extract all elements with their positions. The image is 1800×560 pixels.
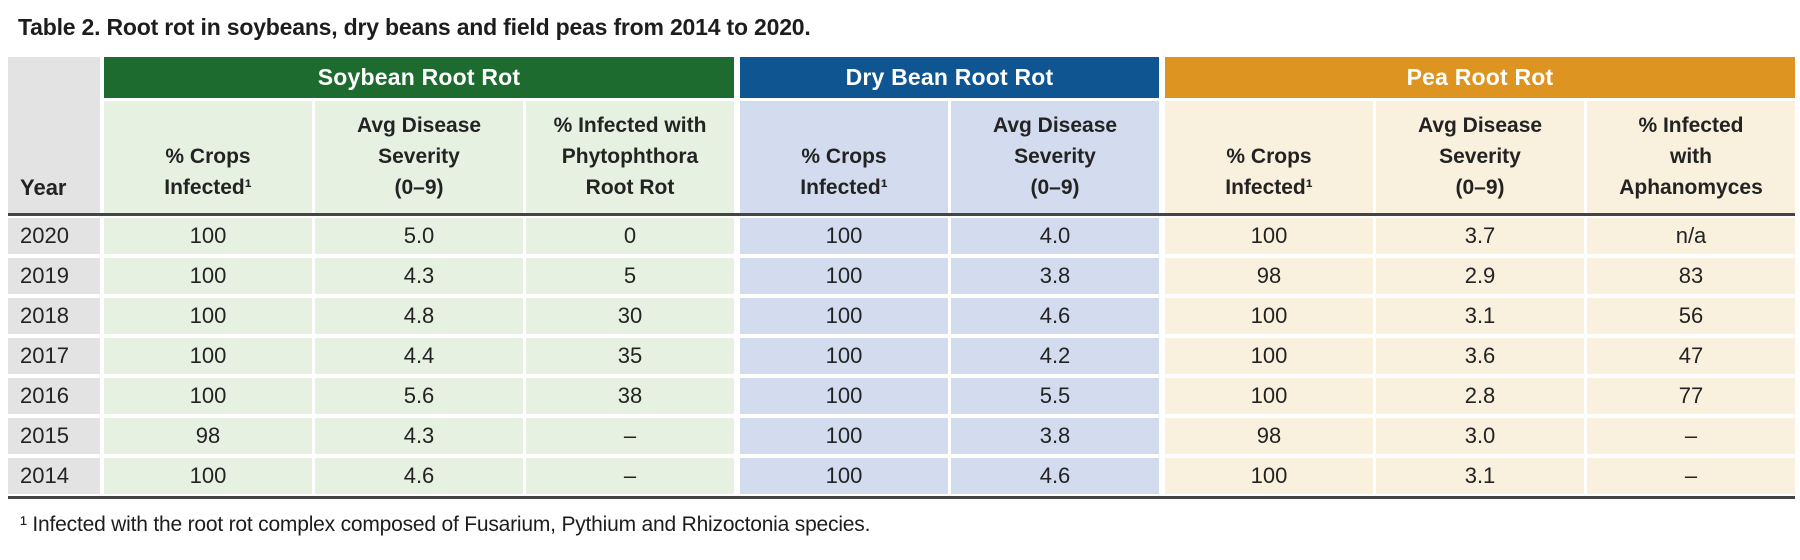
data-cell: 3.6	[1376, 338, 1584, 374]
data-cell: 100	[104, 298, 312, 334]
year-column-header: Year	[8, 57, 100, 213]
data-cell: –	[526, 418, 734, 454]
data-cell: 100	[1165, 458, 1373, 494]
data-cell: 2.9	[1376, 258, 1584, 294]
data-cell: 4.6	[951, 298, 1159, 334]
data-cell: 100	[740, 458, 948, 494]
column-header-pea-aphanomyces: % Infected with Aphanomyces	[1587, 101, 1795, 213]
table-row: 2018 100 4.8 30 100 4.6 100 3.1 56	[8, 298, 1795, 334]
table-row: 2017 100 4.4 35 100 4.2 100 3.6 47	[8, 338, 1795, 374]
data-cell: –	[1587, 418, 1795, 454]
data-cell: 100	[740, 418, 948, 454]
data-cell: 0	[526, 218, 734, 254]
column-header-drybean-severity: Avg Disease Severity (0–9)	[951, 101, 1159, 213]
table-row: 2015 98 4.3 – 100 3.8 98 3.0 –	[8, 418, 1795, 454]
data-cell: 100	[104, 378, 312, 414]
data-cell: 98	[1165, 258, 1373, 294]
table-row: 2016 100 5.6 38 100 5.5 100 2.8 77	[8, 378, 1795, 414]
data-cell: 3.7	[1376, 218, 1584, 254]
table-title: Table 2. Root rot in soybeans, dry beans…	[18, 14, 811, 40]
year-cell: 2020	[8, 218, 100, 254]
group-header-pea-root-rot: Pea Root Rot	[1165, 57, 1795, 98]
group-header-row: Soybean Root Rot Dry Bean Root Rot Pea R…	[104, 57, 1795, 98]
year-cell: 2017	[8, 338, 100, 374]
data-cell: 100	[740, 338, 948, 374]
year-cell: 2018	[8, 298, 100, 334]
data-cell: 3.1	[1376, 458, 1584, 494]
data-cell: 5.5	[951, 378, 1159, 414]
data-cell: 98	[104, 418, 312, 454]
table-row: 2014 100 4.6 – 100 4.6 100 3.1 –	[8, 458, 1795, 494]
data-cell: 100	[740, 218, 948, 254]
data-cell: –	[1587, 458, 1795, 494]
column-header-pea-crops-infected: % Crops Infected¹	[1165, 101, 1373, 213]
data-cell: 5	[526, 258, 734, 294]
year-cell: 2014	[8, 458, 100, 494]
data-cell: 77	[1587, 378, 1795, 414]
column-header-soybean-crops-infected: % Crops Infected¹	[104, 101, 312, 213]
data-cell: 47	[1587, 338, 1795, 374]
column-header-pea-severity: Avg Disease Severity (0–9)	[1376, 101, 1584, 213]
column-header-soybean-phytophthora: % Infected with Phytophthora Root Rot	[526, 101, 734, 213]
data-cell: 4.4	[315, 338, 523, 374]
table-header: Year Soybean Root Rot Dry Bean Root Rot …	[8, 57, 1795, 216]
data-cell: 4.3	[315, 258, 523, 294]
data-cell: 100	[104, 458, 312, 494]
group-header-soybean-root-rot: Soybean Root Rot	[104, 57, 734, 98]
root-rot-table: Year Soybean Root Rot Dry Bean Root Rot …	[8, 57, 1800, 499]
data-cell: 100	[104, 338, 312, 374]
data-cell: 4.3	[315, 418, 523, 454]
column-header-row: % Crops Infected¹ Avg Disease Severity (…	[104, 101, 1795, 213]
data-cell: 100	[740, 298, 948, 334]
data-cell: 100	[1165, 378, 1373, 414]
data-cell: 3.8	[951, 418, 1159, 454]
data-cell: 100	[740, 378, 948, 414]
data-cell: 83	[1587, 258, 1795, 294]
data-cell: 100	[1165, 338, 1373, 374]
table-row: 2019 100 4.3 5 100 3.8 98 2.9 83	[8, 258, 1795, 294]
data-cell: 100	[104, 218, 312, 254]
data-cell: 5.6	[315, 378, 523, 414]
data-cell: 3.8	[951, 258, 1159, 294]
data-cell: 100	[1165, 298, 1373, 334]
data-cell: –	[526, 458, 734, 494]
data-cell: 4.6	[951, 458, 1159, 494]
data-cell: 100	[104, 258, 312, 294]
data-cell: 98	[1165, 418, 1373, 454]
year-cell: 2016	[8, 378, 100, 414]
data-cell: 56	[1587, 298, 1795, 334]
page: Table 2. Root rot in soybeans, dry beans…	[8, 14, 1800, 536]
column-header-drybean-crops-infected: % Crops Infected¹	[740, 101, 948, 213]
data-cell: 3.1	[1376, 298, 1584, 334]
data-cell: 4.0	[951, 218, 1159, 254]
data-cell: 38	[526, 378, 734, 414]
data-cell: 30	[526, 298, 734, 334]
data-cell: 4.6	[315, 458, 523, 494]
table-body: 2020 100 5.0 0 100 4.0 100 3.7 n/a 2019 …	[8, 216, 1795, 499]
data-cell: 35	[526, 338, 734, 374]
year-cell: 2019	[8, 258, 100, 294]
data-cell: 100	[1165, 218, 1373, 254]
column-header-soybean-severity: Avg Disease Severity (0–9)	[315, 101, 523, 213]
data-cell: n/a	[1587, 218, 1795, 254]
data-cell: 100	[740, 258, 948, 294]
data-cell: 3.0	[1376, 418, 1584, 454]
data-cell: 5.0	[315, 218, 523, 254]
data-cell: 4.2	[951, 338, 1159, 374]
header-right: Soybean Root Rot Dry Bean Root Rot Pea R…	[104, 57, 1795, 213]
data-cell: 4.8	[315, 298, 523, 334]
data-cell: 2.8	[1376, 378, 1584, 414]
group-header-dry-bean-root-rot: Dry Bean Root Rot	[740, 57, 1159, 98]
table-row: 2020 100 5.0 0 100 4.0 100 3.7 n/a	[8, 218, 1795, 254]
year-cell: 2015	[8, 418, 100, 454]
footnote: ¹ Infected with the root rot complex com…	[20, 513, 871, 536]
